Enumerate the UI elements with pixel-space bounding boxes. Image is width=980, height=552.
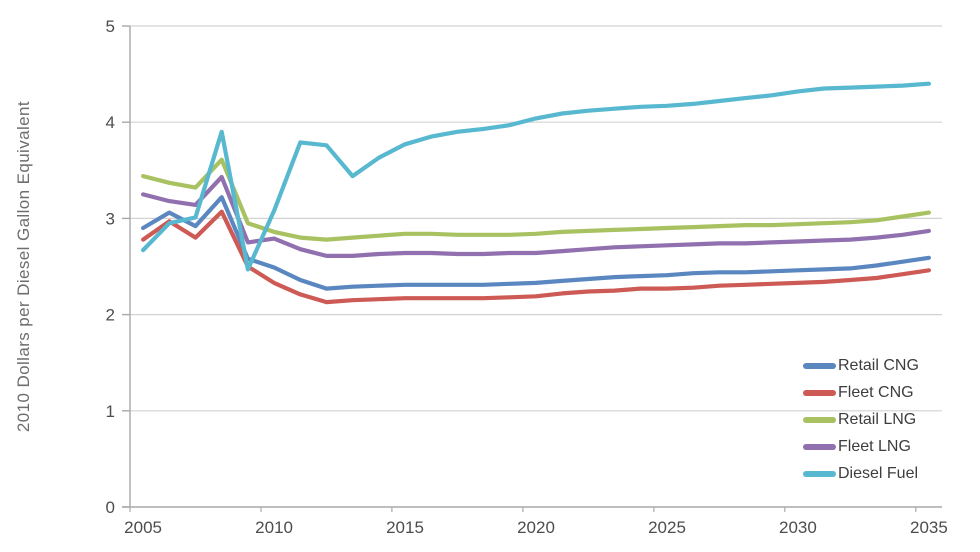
x-tick-label-2010: 2010 [255,518,293,537]
series-line-fleet-lng [141,174,931,258]
legend-label-diesel-fuel: Diesel Fuel [838,464,919,482]
legend-item-fleet-cng: Fleet CNG [803,379,919,406]
y-tick-label-4: 4 [106,113,115,132]
series-line-fleet-cng [141,209,931,305]
series-line-diesel-fuel [141,81,931,272]
legend-label-fleet-cng: Fleet CNG [838,383,914,401]
x-tick-label-2005: 2005 [124,518,162,537]
y-tick-label-3: 3 [106,209,115,228]
series-line-retail-cng [141,195,931,291]
x-tick-label-2025: 2025 [648,518,686,537]
legend: Retail CNG Fleet CNG Retail LNG Fleet LNG Di… [803,352,919,487]
legend-swatch-fleet-cng [803,389,836,396]
y-tick-label-0: 0 [106,498,115,517]
x-tick-label-2015: 2015 [386,518,424,537]
y-tick-label-5: 5 [106,17,115,36]
legend-item-retail-cng: Retail CNG [803,352,919,379]
y-tick-label-1: 1 [106,402,115,421]
legend-swatch-retail-cng [803,362,836,369]
legend-label-retail-cng: Retail CNG [838,356,919,374]
legend-item-retail-lng: Retail LNG [803,406,919,433]
x-tick-label-2035: 2035 [910,518,948,537]
legend-swatch-fleet-lng [803,443,836,450]
legend-swatch-diesel-fuel [803,470,836,477]
legend-label-fleet-lng: Fleet LNG [838,437,911,455]
x-tick-label-2030: 2030 [779,518,817,537]
legend-label-retail-lng: Retail LNG [838,410,917,428]
legend-swatch-retail-lng [803,416,836,423]
series-line-retail-lng [141,157,931,242]
y-tick-label-2: 2 [106,306,115,325]
legend-item-fleet-lng: Fleet LNG [803,433,919,460]
x-tick-label-2020: 2020 [517,518,555,537]
legend-item-diesel-fuel: Diesel Fuel [803,460,919,487]
